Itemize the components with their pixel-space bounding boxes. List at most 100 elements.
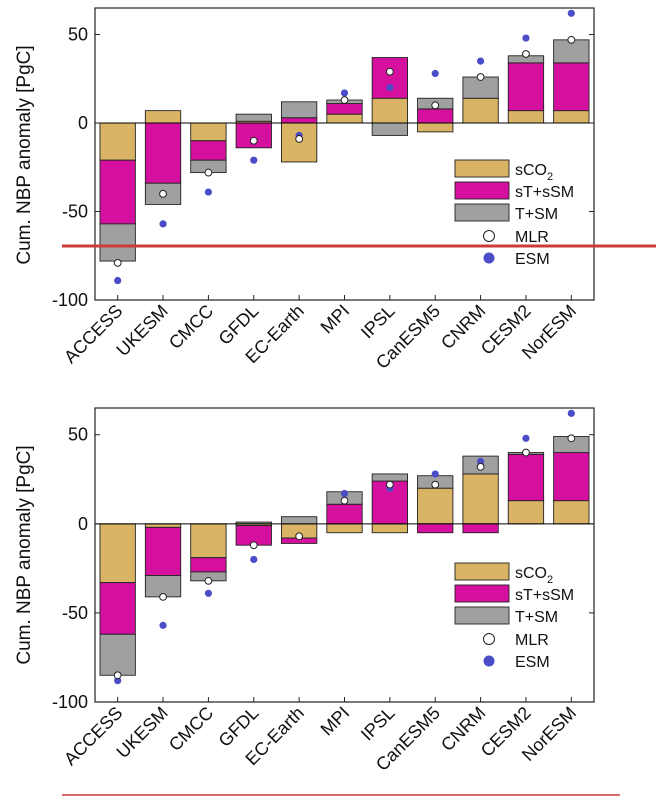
esm-marker-ACCESS bbox=[114, 276, 122, 285]
esm-marker-CESM2 bbox=[522, 34, 530, 42]
bar-sCO2-CMCC bbox=[190, 523, 227, 559]
bar-sTsSM-ACCESS bbox=[99, 159, 136, 225]
mlr-marker-GFDL bbox=[249, 136, 258, 145]
bar-sTsSM-NorESM bbox=[553, 452, 590, 502]
y-tick-label: 50 bbox=[68, 425, 88, 445]
mlr-marker-MPI bbox=[340, 496, 349, 505]
esm-marker-ACCESS bbox=[114, 677, 122, 685]
mlr-marker-UKESM bbox=[159, 592, 167, 601]
y-tick-label: 0 bbox=[78, 113, 88, 133]
legend-swatch-sTsSM bbox=[454, 181, 510, 200]
bar-TSM-IPSL bbox=[371, 122, 409, 136]
bar-sTsSM-UKESM bbox=[144, 122, 182, 184]
bar-sCO2-CESM2 bbox=[507, 500, 545, 525]
bar-sTsSM-CESM2 bbox=[507, 453, 545, 502]
x-tick-label-CMCC: CMCC bbox=[165, 703, 217, 755]
mlr-marker-NorESM bbox=[567, 434, 576, 443]
esm-marker-CNRM bbox=[476, 57, 485, 65]
bar-sTsSM-CNRM bbox=[462, 523, 499, 534]
mlr-marker-CMCC bbox=[204, 168, 213, 177]
bar-sTsSM-CMCC bbox=[190, 557, 227, 573]
x-tick-label-IPSL: IPSL bbox=[357, 301, 399, 343]
legend-swatch-sCO2 bbox=[454, 562, 510, 581]
esm-marker-CESM2 bbox=[522, 434, 530, 442]
esm-marker-CanESM5 bbox=[431, 69, 439, 78]
esm-marker-MPI bbox=[340, 489, 349, 498]
bar-sTsSM-UKESM bbox=[144, 526, 182, 576]
y-axis-label: Cum. NBP anomaly [PgC] bbox=[14, 45, 35, 264]
esm-marker-IPSL bbox=[386, 84, 394, 92]
bar-sCO2-NorESM bbox=[553, 110, 590, 124]
mlr-marker-EC-Earth bbox=[295, 135, 304, 143]
x-tick-label-UKESM: UKESM bbox=[112, 703, 171, 762]
mlr-marker-ACCESS bbox=[113, 671, 122, 680]
bar-sTsSM-CESM2 bbox=[507, 62, 545, 112]
legend-label-sTsSM: sT+sSM bbox=[515, 184, 574, 201]
legend-label-main: sT+sSM bbox=[515, 587, 574, 604]
x-tick-label-CMCC: CMCC bbox=[165, 301, 217, 353]
legend-swatch-TSM bbox=[454, 203, 510, 222]
legend-label-mlr: MLR bbox=[515, 632, 549, 649]
y-tick-label: -100 bbox=[52, 692, 88, 712]
legend-esm-marker bbox=[483, 252, 495, 264]
legend-mlr-marker bbox=[483, 633, 495, 645]
legend-swatch-sTsSM bbox=[454, 584, 510, 603]
bar-sCO2-CanESM5 bbox=[417, 487, 454, 525]
legend-label-esm: ESM bbox=[515, 251, 550, 268]
esm-marker-NorESM bbox=[567, 9, 575, 17]
bar-sTsSM-EC-Earth bbox=[280, 117, 318, 124]
mlr-marker-UKESM bbox=[159, 189, 167, 198]
esm-marker-GFDL bbox=[250, 555, 258, 564]
legend-swatch-TSM bbox=[454, 606, 510, 625]
legend-label-TSM: T+SM bbox=[515, 206, 558, 223]
mlr-marker-CanESM5 bbox=[431, 101, 440, 110]
bar-sTsSM-CanESM5 bbox=[417, 523, 454, 534]
bar-sCO2-IPSL bbox=[371, 97, 409, 124]
y-axis-label: Cum. NBP anomaly [PgC] bbox=[14, 445, 35, 664]
esm-marker-GFDL bbox=[250, 156, 258, 164]
legend-label-esm: ESM bbox=[515, 654, 550, 671]
legend-label-sCO2: sCO2 bbox=[515, 565, 553, 586]
legend-label-TSM: T+SM bbox=[515, 609, 558, 626]
bar-sTsSM-CanESM5 bbox=[417, 108, 454, 124]
mlr-marker-ACCESS bbox=[113, 258, 122, 267]
bar-sCO2-CNRM bbox=[462, 97, 499, 124]
mlr-marker-IPSL bbox=[385, 480, 394, 489]
bar-sCO2-UKESM bbox=[144, 110, 182, 124]
mlr-marker-CESM2 bbox=[522, 448, 530, 457]
y-tick-label: -100 bbox=[52, 290, 88, 310]
bar-sCO2-NorESM bbox=[553, 500, 590, 525]
bar-sCO2-ACCESS bbox=[99, 523, 136, 584]
bar-sTsSM-MPI bbox=[326, 103, 363, 115]
bar-TSM-EC-Earth bbox=[280, 101, 318, 119]
bar-sTsSM-NorESM bbox=[553, 62, 590, 112]
x-tick-label-ACCESS: ACCESS bbox=[60, 703, 126, 769]
legend-swatch-sCO2 bbox=[454, 159, 510, 178]
bar-sCO2-CNRM bbox=[462, 473, 499, 525]
mlr-marker-CMCC bbox=[204, 576, 213, 585]
mlr-marker-NorESM bbox=[567, 35, 576, 44]
bar-sCO2-CanESM5 bbox=[417, 122, 454, 133]
bar-sCO2-UKESM bbox=[144, 523, 182, 528]
mlr-marker-EC-Earth bbox=[295, 532, 304, 541]
mlr-marker-GFDL bbox=[249, 541, 258, 550]
legend-label-main: sT+sSM bbox=[515, 184, 574, 201]
esm-marker-UKESM bbox=[159, 621, 167, 629]
bar-sTsSM-ACCESS bbox=[99, 582, 136, 635]
x-tick-label-UKESM: UKESM bbox=[112, 301, 171, 360]
y-tick-label: -50 bbox=[62, 603, 88, 623]
bar-TSM-ACCESS bbox=[99, 633, 136, 676]
bar-sTsSM-IPSL bbox=[371, 57, 409, 99]
bar-sCO2-CESM2 bbox=[507, 110, 545, 124]
mlr-marker-CanESM5 bbox=[431, 480, 440, 489]
bar-sCO2-MPI bbox=[326, 523, 363, 534]
bar-TSM-GFDL bbox=[235, 113, 272, 122]
mlr-marker-MPI bbox=[340, 96, 349, 104]
bar-sCO2-ACCESS bbox=[99, 122, 136, 161]
esm-marker-NorESM bbox=[567, 409, 575, 417]
legend-label-sCO2: sCO2 bbox=[515, 162, 553, 183]
